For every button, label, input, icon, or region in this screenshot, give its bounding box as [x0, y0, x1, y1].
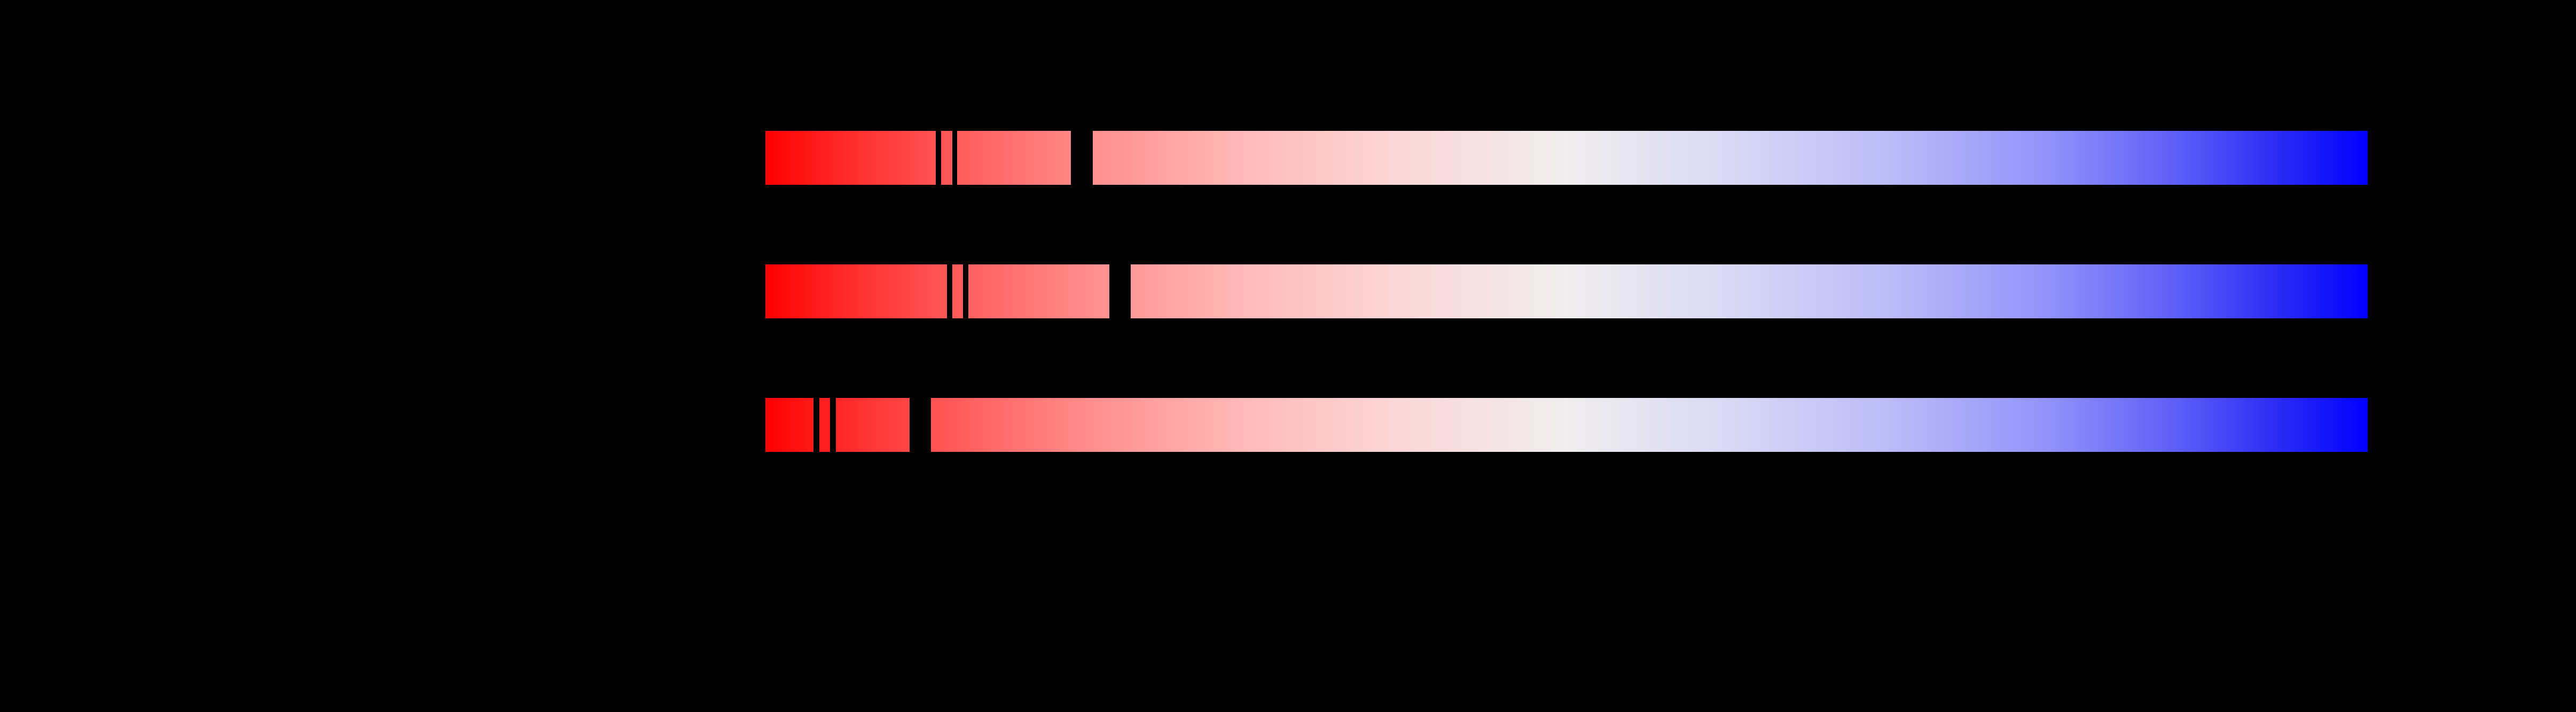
- track-segment: [1093, 131, 2368, 185]
- track-segment: [1131, 264, 2368, 318]
- gradient-track-2: [765, 264, 2368, 318]
- track-segment: [941, 131, 952, 185]
- track-segment: [957, 131, 1071, 185]
- track-segment: [819, 398, 830, 452]
- track-segment: [765, 131, 936, 185]
- track-segment: [968, 264, 1109, 318]
- track-segment: [952, 264, 963, 318]
- track-segment: [765, 398, 813, 452]
- track-segment: [836, 398, 910, 452]
- gradient-track-1: [765, 131, 2368, 185]
- gradient-track-3: [765, 398, 2368, 452]
- track-segment: [931, 398, 2368, 452]
- track-segment: [765, 264, 947, 318]
